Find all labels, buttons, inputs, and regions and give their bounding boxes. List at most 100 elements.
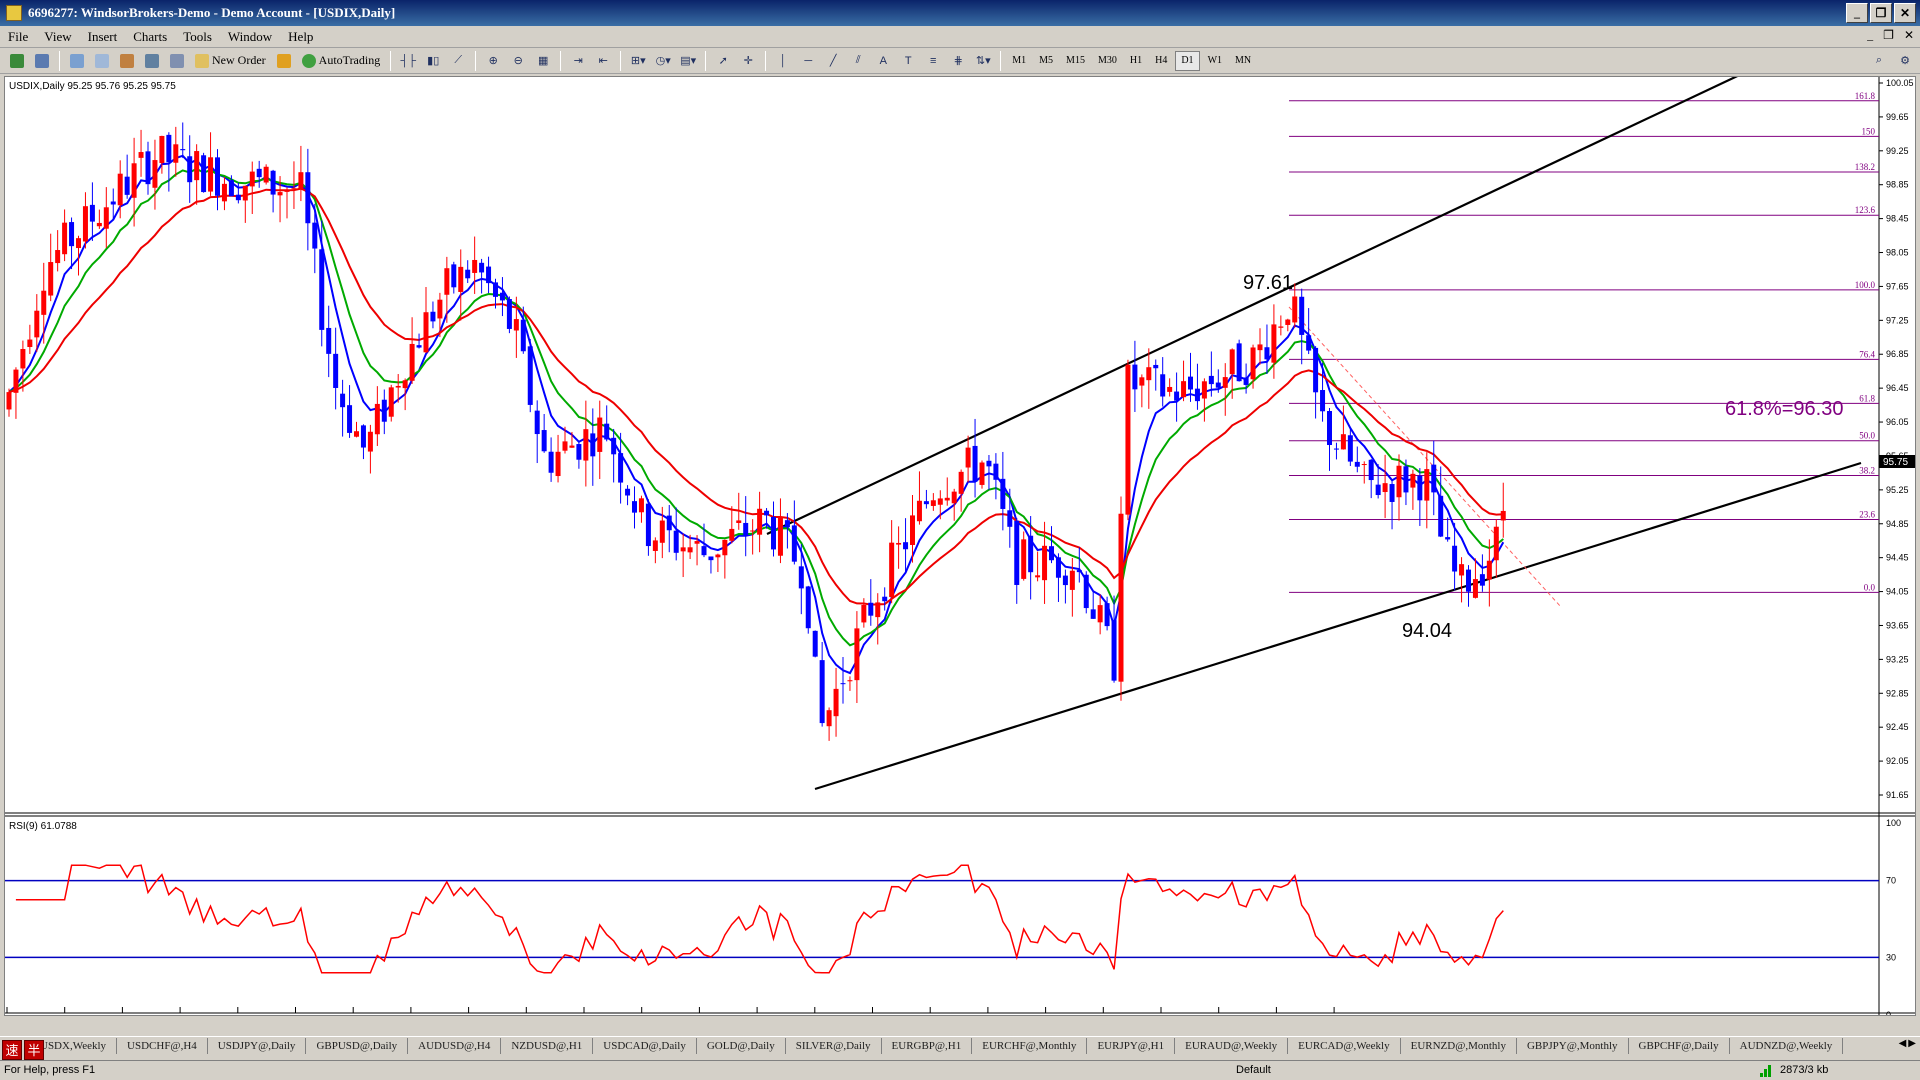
chart-tab[interactable]: USDX,Weekly	[0, 1037, 118, 1054]
menu-insert[interactable]: Insert	[87, 28, 118, 44]
chart-tab[interactable]: EURJPY@,H1	[1087, 1037, 1176, 1054]
timeframe-m1[interactable]: M1	[1012, 55, 1027, 66]
search-button[interactable]: ⌕	[1868, 51, 1890, 71]
candle-body	[1354, 461, 1360, 467]
chart-tab[interactable]: AUDUSD@,H4	[408, 1037, 502, 1054]
timeframe-m15[interactable]: M15	[1066, 55, 1085, 66]
candle-body	[534, 410, 540, 435]
settings-button[interactable]: ⚙	[1894, 51, 1916, 71]
menu-window[interactable]: Window	[227, 28, 273, 44]
tester-button[interactable]	[166, 51, 188, 71]
timeframe-w1[interactable]: W1	[1207, 55, 1223, 66]
ime-mode-button[interactable]: 速	[2, 1040, 22, 1060]
chart-tab[interactable]: AUDNZD@,Weekly	[1730, 1037, 1844, 1054]
candle-body	[541, 430, 547, 452]
channel-button[interactable]: ⫽	[847, 51, 869, 71]
indicators-button[interactable]: ⊞▾	[627, 51, 649, 71]
candle-body	[1361, 464, 1367, 466]
mdi-close-button[interactable]: ✕	[1903, 28, 1914, 42]
candlestick-button[interactable]: ▮▯	[422, 51, 444, 71]
candle-body	[1243, 377, 1249, 385]
downtrend-dashed-line[interactable]	[1288, 306, 1562, 608]
arrows-button[interactable]: ⇅▾	[972, 51, 994, 71]
metaeditor-button[interactable]	[273, 51, 295, 71]
chart-shift-button[interactable]: ⇤	[592, 51, 614, 71]
candle-body	[1014, 520, 1020, 585]
vertical-line-button[interactable]: │	[772, 51, 794, 71]
menu-charts[interactable]: Charts	[133, 28, 168, 44]
crosshair-button[interactable]: ✛	[737, 51, 759, 71]
chart-tab[interactable]: SILVER@,Daily	[786, 1037, 882, 1054]
chart-tab[interactable]: USDCAD@,Daily	[593, 1037, 697, 1054]
market-watch-button[interactable]	[66, 51, 88, 71]
profiles-button[interactable]	[31, 51, 53, 71]
fibonacci-expansion[interactable]: 161.8 150 138.2 123.6 100.0 76.4 61.8 50.0 38.2 2…	[1289, 91, 1879, 593]
chart-tab[interactable]: GOLD@,Daily	[697, 1037, 786, 1054]
candle-body	[388, 387, 394, 417]
chart-tab[interactable]: GBPCHF@,Daily	[1629, 1037, 1730, 1054]
maximize-button[interactable]: ❐	[1870, 3, 1892, 23]
chart-tab[interactable]: NZDUSD@,H1	[501, 1037, 594, 1054]
minimize-button[interactable]: _	[1846, 3, 1868, 23]
zoom-in-button[interactable]: ⊕	[482, 51, 504, 71]
channel-upper-line[interactable]	[766, 77, 1765, 535]
candle-body	[69, 222, 75, 247]
new-chart-button[interactable]	[6, 51, 28, 71]
trend-channel[interactable]	[766, 77, 1862, 791]
bar-chart-button[interactable]: ┤├	[397, 51, 419, 71]
line-chart-button[interactable]: ⟋	[447, 51, 469, 71]
new-order-button[interactable]: New Order	[191, 51, 270, 71]
menu-help[interactable]: Help	[288, 28, 314, 44]
templates-button[interactable]: ▤▾	[677, 51, 699, 71]
chart-window[interactable]: 161.8 150 138.2 123.6 100.0 76.4 61.8 50.0 38.2 2…	[4, 76, 1916, 1016]
timeframe-h1[interactable]: H1	[1129, 55, 1143, 66]
menu-tools[interactable]: Tools	[183, 28, 212, 44]
chart-tab[interactable]: EURGBP@,H1	[882, 1037, 973, 1054]
timeframe-d1[interactable]: D1	[1175, 50, 1200, 71]
tab-scroll-right-icon[interactable]: ▶	[1908, 1038, 1916, 1049]
candle-body	[673, 530, 679, 553]
chart-tab[interactable]: GBPJPY@,Monthly	[1517, 1037, 1629, 1054]
close-button[interactable]: ✕	[1894, 3, 1916, 23]
new-order-icon	[195, 53, 209, 68]
channel-lower-line[interactable]	[814, 461, 1862, 791]
timeframe-m30[interactable]: M30	[1097, 55, 1117, 66]
mdi-restore-button[interactable]: ❐	[1883, 28, 1894, 42]
mdi-minimize-button[interactable]: _	[1867, 28, 1874, 42]
timeframe-m5[interactable]: M5	[1039, 55, 1054, 66]
autotrading-button[interactable]: AutoTrading	[298, 51, 385, 71]
tab-scroll-left-icon[interactable]: ◀	[1898, 1038, 1907, 1049]
ime-width-button[interactable]: 半	[24, 1040, 44, 1060]
timeframe-h4[interactable]: H4	[1155, 55, 1168, 66]
tile-windows-button[interactable]: ▦	[532, 51, 554, 71]
chart-tab[interactable]: EURAUD@,Weekly	[1175, 1037, 1289, 1054]
chart-canvas[interactable]: 161.8 150 138.2 123.6 100.0 76.4 61.8 50.0 38.2 2…	[5, 77, 1915, 1015]
chart-tab[interactable]: EURNZD@,Monthly	[1401, 1037, 1517, 1054]
chart-tab[interactable]: EURCAD@,Weekly	[1288, 1037, 1401, 1054]
candle-body	[576, 444, 582, 460]
candle-body	[1452, 545, 1458, 572]
trendline-button[interactable]: ╱	[822, 51, 844, 71]
chart-tab[interactable]: USDJPY@,Daily	[208, 1037, 307, 1054]
candle-body	[298, 172, 304, 189]
cursor-button[interactable]: ➚	[712, 51, 734, 71]
terminal-button[interactable]	[141, 51, 163, 71]
chart-tab[interactable]: USDCHF@,H4	[117, 1037, 208, 1054]
navigator-button[interactable]	[116, 51, 138, 71]
fibonacci-button[interactable]: ≡	[922, 51, 944, 71]
fib-level-label: 150	[1862, 126, 1876, 136]
timeframe-mn[interactable]: MN	[1235, 55, 1252, 66]
auto-scroll-button[interactable]: ⇥	[567, 51, 589, 71]
chart-tab[interactable]: EURCHF@,Monthly	[972, 1037, 1088, 1054]
horizontal-line-button[interactable]: ─	[797, 51, 819, 71]
text-label-button[interactable]: T	[897, 51, 919, 71]
gann-button[interactable]: ⋕	[947, 51, 969, 71]
chart-tab[interactable]: GBPUSD@,Daily	[306, 1037, 409, 1054]
data-window-button[interactable]	[91, 51, 113, 71]
crosshair-icon: ✛	[743, 55, 753, 67]
zoom-out-button[interactable]: ⊖	[507, 51, 529, 71]
periods-button[interactable]: ◷▾	[652, 51, 674, 71]
menu-view[interactable]: View	[44, 28, 72, 44]
menu-file[interactable]: File	[8, 28, 29, 44]
text-button[interactable]: A	[872, 51, 894, 71]
